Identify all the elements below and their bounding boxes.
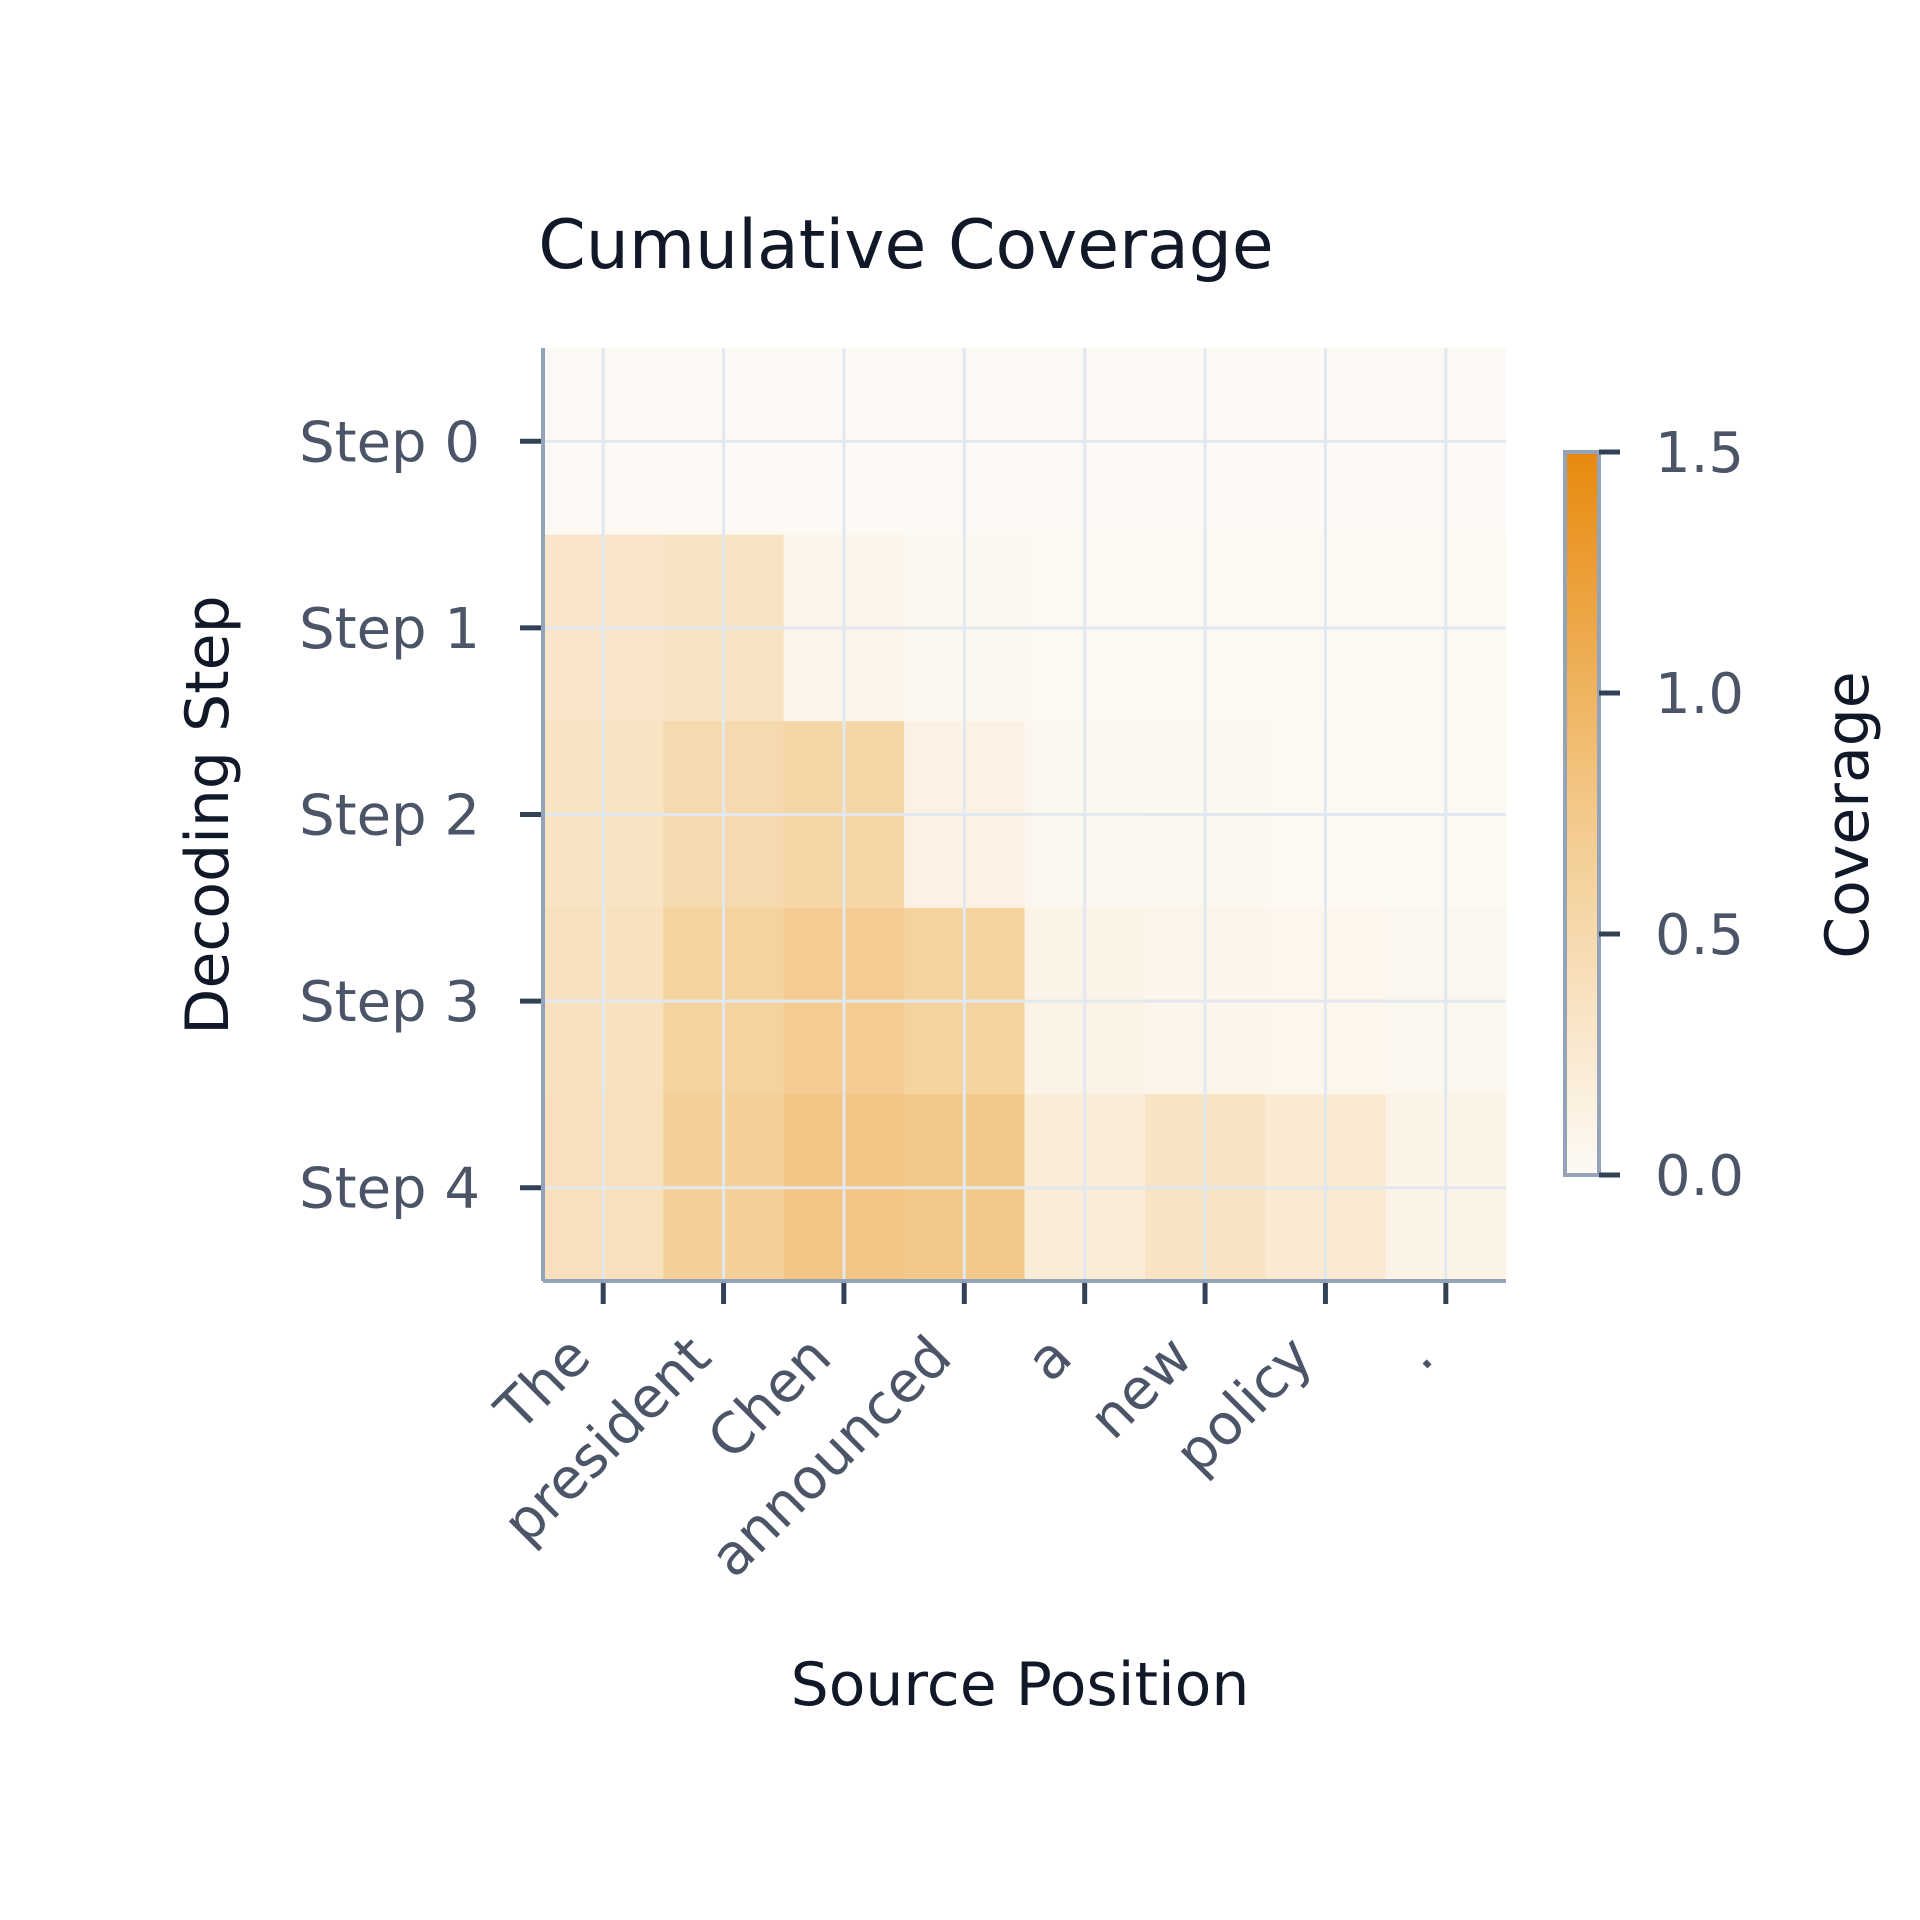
y-axis-ticks: Step 0 Step 1 Step 2 Step 3 Step 4 <box>299 410 541 1222</box>
colorbar-title: Coverage <box>1813 671 1883 958</box>
chart-title: Cumulative Coverage <box>538 206 1274 285</box>
colorbar-tick-label: 0.0 <box>1655 1144 1744 1209</box>
y-tick-label: Step 4 <box>299 1157 480 1222</box>
colorbar-gradient <box>1563 450 1601 1177</box>
y-tick-label: Step 0 <box>299 410 480 475</box>
x-axis-title: Source Position <box>791 1650 1250 1720</box>
x-tick-label: a <box>1014 1324 1084 1394</box>
y-tick-label: Step 2 <box>299 784 480 849</box>
y-tick-label: Step 3 <box>299 970 480 1035</box>
y-tick-label: Step 1 <box>299 597 480 662</box>
colorbar-tick-label: 1.0 <box>1655 662 1744 727</box>
grid-lines <box>543 348 1506 1281</box>
x-tick-label: . <box>1387 1324 1446 1383</box>
colorbar: 0.0 0.5 1.0 1.5 Coverage <box>1563 421 1883 1209</box>
colorbar-ticks: 0.0 0.5 1.0 1.5 <box>1599 421 1744 1209</box>
y-axis-title: Decoding Step <box>173 595 243 1034</box>
colorbar-tick-label: 1.5 <box>1655 421 1744 486</box>
x-tick-label: policy <box>1163 1324 1326 1487</box>
axes <box>541 348 1506 1283</box>
colorbar-tick-label: 0.5 <box>1655 903 1744 968</box>
